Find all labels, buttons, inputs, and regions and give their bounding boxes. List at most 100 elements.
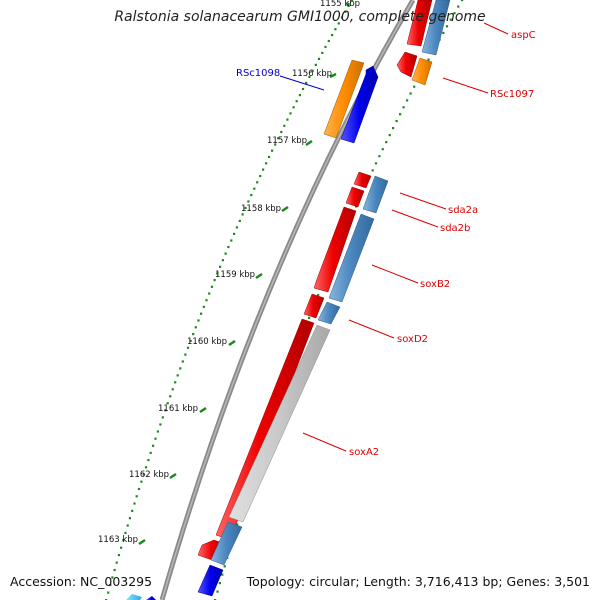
tick-dot-inner [200, 312, 203, 315]
tick-dot-inner [280, 130, 283, 134]
tick-dot-inner [295, 100, 298, 103]
gene-soxb2-steel[interactable] [328, 213, 375, 303]
tick-dot-inner [340, 16, 344, 19]
tick-dot-outer [461, 0, 464, 2]
tick-label-1157: 1157 kbp [267, 136, 307, 146]
tick-dot-inner [128, 517, 131, 520]
gene-sda2a-steel[interactable] [362, 175, 389, 214]
gene-blue-bottom[interactable] [146, 596, 156, 600]
gene-soxd2-red[interactable] [303, 293, 325, 319]
tick-dot-inner [311, 69, 314, 72]
tick-dot-inner [256, 181, 259, 184]
gene-blue-lower[interactable] [197, 564, 224, 597]
tick-dot-inner [169, 395, 172, 398]
tick-dot-inner [305, 81, 308, 84]
tick-dot-outer [378, 155, 381, 158]
tick-dot-inner [271, 149, 274, 152]
tick-label-1160: 1160 kbp [187, 337, 227, 347]
gene-rsc1098-orange[interactable] [323, 59, 365, 139]
tick-dot-inner [109, 583, 112, 587]
gene-aspc-red[interactable] [406, 0, 433, 47]
tick-dot-inner [283, 124, 286, 127]
tick-dot-inner [262, 168, 265, 171]
tick-dot-outer [218, 582, 221, 585]
tick-dot-inner [265, 162, 268, 165]
gene-soxa2-grey[interactable] [228, 324, 331, 523]
tick-label-1161: 1161 kbp [158, 404, 198, 414]
tick-dot-inner [233, 232, 236, 235]
tick-dot-inner [133, 502, 136, 505]
gene-soxb2-red[interactable] [313, 206, 357, 293]
tick-dot-inner [171, 388, 174, 391]
tick-dot-inner [327, 39, 330, 43]
tick-dot-inner [286, 118, 289, 121]
tick-dot-inner [337, 22, 340, 25]
connector-soxd2 [348, 319, 395, 339]
connector-rsc1098 [279, 75, 325, 91]
tick-dot-outer [385, 141, 388, 144]
gene-aspc-steel[interactable] [421, 0, 451, 56]
tick-dot-inner [351, 0, 354, 2]
tick-mark-1157 [305, 139, 313, 147]
genome-backbone [159, 0, 416, 600]
gene-rsc1097-red[interactable] [396, 51, 418, 78]
tick-dot-inner [253, 187, 256, 190]
tick-dot-inner [227, 245, 230, 249]
tick-dot-outer [402, 106, 405, 109]
gene-rsc1097-orange[interactable] [411, 57, 433, 86]
tick-dot-inner [298, 94, 301, 97]
gene-sda2b-red[interactable] [345, 186, 365, 208]
gene-steel-lower[interactable] [210, 521, 243, 566]
tick-dot-inner [274, 143, 277, 146]
tick-dot-outer [374, 162, 378, 165]
tick-dot-inner [241, 213, 244, 216]
tick-dot-outer [221, 573, 224, 576]
tick-mark-1159 [255, 272, 263, 280]
tick-dot-inner [159, 423, 162, 426]
tick-dot-inner [277, 137, 280, 140]
tick-label-1158: 1158 kbp [241, 204, 281, 214]
gene-features [126, 0, 451, 600]
tick-dot-inner [210, 285, 213, 288]
gene-label-soxd2[interactable]: soxD2 [397, 334, 428, 345]
gene-label-sda2b[interactable]: sda2b [440, 223, 470, 234]
tick-dot-inner [192, 333, 195, 336]
gene-cyan-lower[interactable] [126, 594, 142, 600]
genome-title: Ralstonia solanacearum GMI1000, complete… [114, 9, 486, 25]
tick-dots-inner [105, 0, 354, 600]
tick-dot-inner [179, 367, 182, 370]
tick-mark-1160 [228, 339, 236, 347]
tick-dot-inner [292, 106, 295, 109]
tick-dot-inner [144, 466, 148, 469]
tick-dot-outer [388, 134, 391, 137]
tick-dot-inner [135, 495, 138, 498]
gene-label-soxb2[interactable]: soxB2 [420, 279, 450, 290]
tick-dot-outer [413, 85, 416, 88]
gene-soxa2-red[interactable] [215, 318, 315, 541]
tick-dot-inner [131, 509, 134, 512]
tick-dot-inner [202, 305, 205, 308]
gene-label-aspc[interactable]: aspC [511, 30, 536, 41]
tick-dot-inner [197, 319, 200, 322]
gene-label-rsc1098[interactable]: RSc1098 [236, 68, 280, 79]
tick-dot-inner [268, 155, 271, 159]
accession-label: Accession: [10, 574, 77, 589]
tick-dot-inner [142, 473, 145, 476]
gene-soxd2-steel[interactable] [317, 301, 341, 325]
gene-label-soxa2[interactable]: soxA2 [349, 447, 379, 458]
tick-dot-inner [176, 374, 179, 377]
tick-dot-outer [308, 316, 311, 319]
connector-soxa2 [302, 432, 347, 452]
gene-rsc1098-blue[interactable] [340, 65, 379, 144]
tick-marks: 1155 kbp 1156 kbp 1157 kbp 1158 kbp 1159… [98, 0, 360, 546]
tick-mark-1158 [281, 205, 289, 213]
tick-dot-inner [189, 339, 192, 342]
gene-label-sda2a[interactable]: sda2a [448, 205, 478, 216]
gene-sda2a-red[interactable] [353, 171, 372, 189]
label-connectors [279, 22, 509, 452]
accession-info: Accession: NC_003295 [10, 574, 152, 589]
gene-label-rsc1097[interactable]: RSc1097 [490, 89, 534, 100]
tick-mark-1163 [138, 538, 146, 546]
tick-dot-inner [213, 279, 216, 282]
